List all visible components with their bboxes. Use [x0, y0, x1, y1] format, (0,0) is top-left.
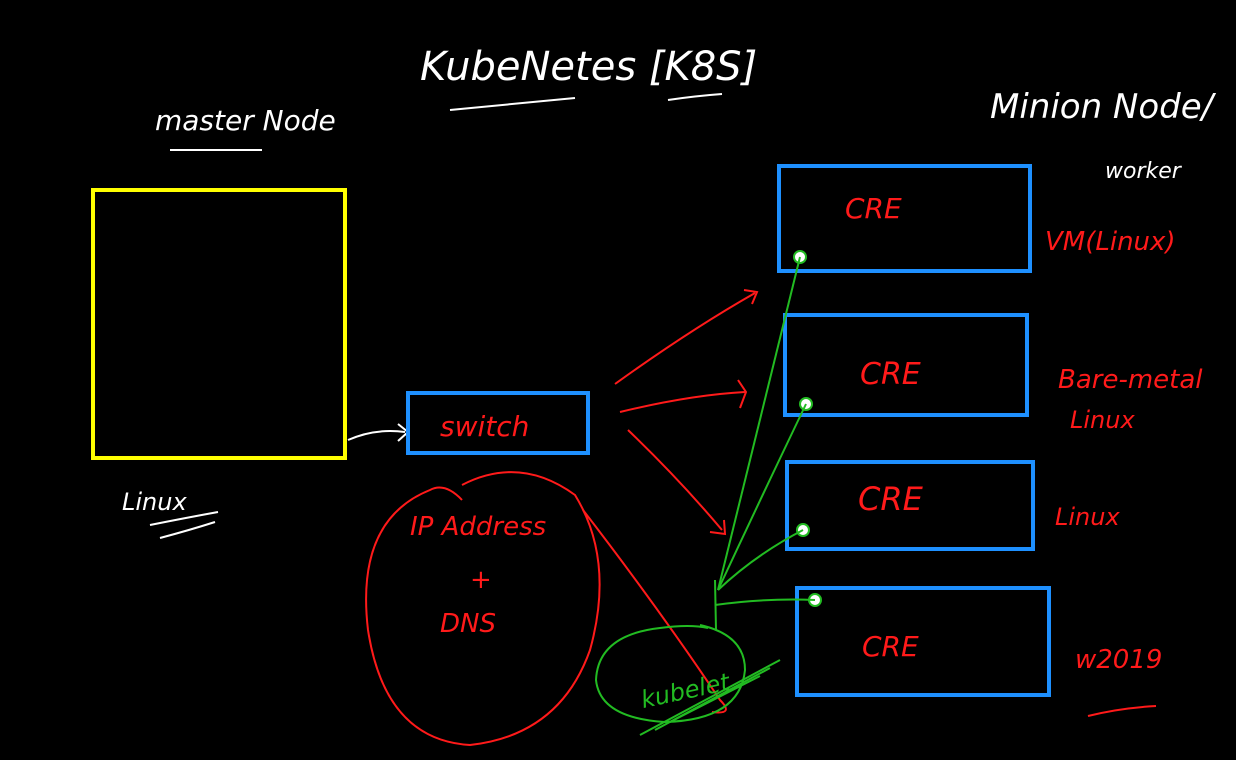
switch-box: [406, 391, 590, 455]
diagram-title: KubeNetes [K8S]: [420, 44, 757, 90]
network-note-line3: DNS: [440, 609, 496, 639]
minion-node-heading: Minion Node/: [990, 87, 1217, 127]
worker-node-box-2: [783, 313, 1029, 417]
kubelet-link-worker-1: [717, 256, 801, 591]
worker3-arrow-head: [709, 519, 727, 536]
worker-os-note-4: w2019: [1075, 645, 1162, 675]
master-node-heading: master Node: [155, 104, 336, 137]
worker-node-box-1: [777, 164, 1032, 273]
note-to-kubelet-line: [582, 509, 727, 714]
worker-node-box-4: [795, 586, 1051, 697]
worker1-arrow-head: [743, 289, 759, 305]
master-to-switch-arrow: [347, 430, 406, 441]
kubelet-label: kubelet: [638, 668, 733, 714]
kubelet-scribble-1: [639, 659, 781, 736]
switch-to-worker2-arrow: [619, 391, 746, 413]
worker-runtime-label-2: CRE: [860, 357, 921, 392]
network-note-circle: [365, 471, 601, 747]
switch-to-worker3-arrow: [627, 429, 723, 531]
master-os-label: Linux: [122, 488, 187, 516]
kubelet-link-worker-4: [714, 598, 816, 606]
worker-os-note-2b: Linux: [1070, 406, 1135, 434]
network-note-line1: IP Address: [410, 512, 546, 542]
switch-to-worker1-arrow: [614, 292, 756, 385]
worker-node-box-3: [785, 460, 1035, 551]
kubelet-stem: [714, 579, 717, 631]
minion-node-subheading: worker: [1105, 159, 1183, 184]
worker-runtime-label-1: CRE: [845, 192, 902, 225]
master-os-underline-1: [149, 511, 219, 526]
worker-os-note-2a: Bare-metal: [1058, 365, 1203, 395]
kubelet-link-worker-2: [717, 403, 807, 591]
title-underline-1: [449, 97, 576, 111]
worker-runtime-label-4: CRE: [862, 630, 919, 663]
master-node-box: [91, 188, 347, 460]
title-underline-2: [667, 93, 723, 101]
worker-runtime-label-3: CRE: [858, 480, 924, 518]
kubelet-circle: [594, 624, 747, 724]
switch-label: switch: [440, 410, 529, 443]
kubelet-scribble-3: [669, 675, 761, 723]
worker-os-note-1: VM(Linux): [1045, 227, 1176, 257]
kubelet-link-worker-3: [717, 529, 804, 591]
network-note-line2: +: [470, 565, 492, 595]
master-os-underline-2: [159, 521, 216, 539]
worker4-os-underline: [1087, 705, 1157, 717]
worker-os-note-3: Linux: [1055, 503, 1120, 531]
worker2-arrow-head: [737, 379, 748, 409]
